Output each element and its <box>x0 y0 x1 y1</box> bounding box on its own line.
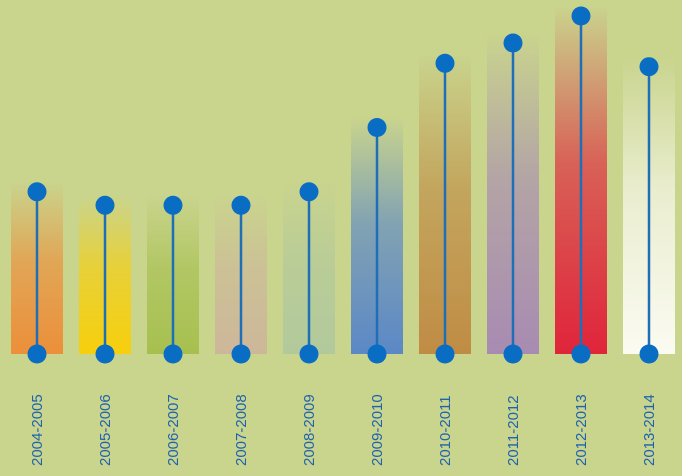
base-marker-2004-2005 <box>27 344 47 364</box>
base-marker-2005-2006 <box>95 344 115 364</box>
bars-layer <box>11 6 675 355</box>
value-marker-2007-2008 <box>231 195 251 215</box>
x-tick-label: 2009-2010 <box>369 394 386 466</box>
x-tick-label: 2006-2007 <box>165 394 182 466</box>
value-marker-2008-2009 <box>299 182 319 202</box>
base-marker-2008-2009 <box>299 344 319 364</box>
base-marker-2009-2010 <box>367 344 387 364</box>
base-marker-2007-2008 <box>231 344 251 364</box>
x-tick-label: 2005-2006 <box>97 394 114 466</box>
base-marker-2012-2013 <box>571 344 591 364</box>
base-marker-2013-2014 <box>639 344 659 364</box>
base-marker-2011-2012 <box>503 344 523 364</box>
x-tick-label: 2013-2014 <box>641 394 658 466</box>
markers-layer <box>27 6 659 364</box>
value-marker-2004-2005 <box>27 182 47 202</box>
value-marker-2006-2007 <box>163 195 183 215</box>
value-marker-2012-2013 <box>571 6 591 26</box>
x-tick-label: 2012-2013 <box>573 394 590 466</box>
tick-labels-layer: 2004-2005 2005-2006 2006-2007 2007-2008 2008… <box>29 394 658 466</box>
value-marker-2010-2011 <box>435 53 455 73</box>
base-marker-2006-2007 <box>163 344 183 364</box>
x-tick-label: 2010-2011 <box>437 395 454 466</box>
x-tick-label: 2011-2012 <box>505 395 522 466</box>
x-tick-label: 2004-2005 <box>29 394 46 466</box>
value-marker-2009-2010 <box>367 118 387 137</box>
x-tick-label: 2007-2008 <box>233 394 250 466</box>
value-marker-2011-2012 <box>503 33 523 53</box>
base-marker-2010-2011 <box>435 344 455 364</box>
value-marker-2013-2014 <box>639 57 659 77</box>
value-marker-2005-2006 <box>95 195 115 215</box>
x-tick-label: 2008-2009 <box>301 394 318 466</box>
stems-layer <box>35 16 651 354</box>
